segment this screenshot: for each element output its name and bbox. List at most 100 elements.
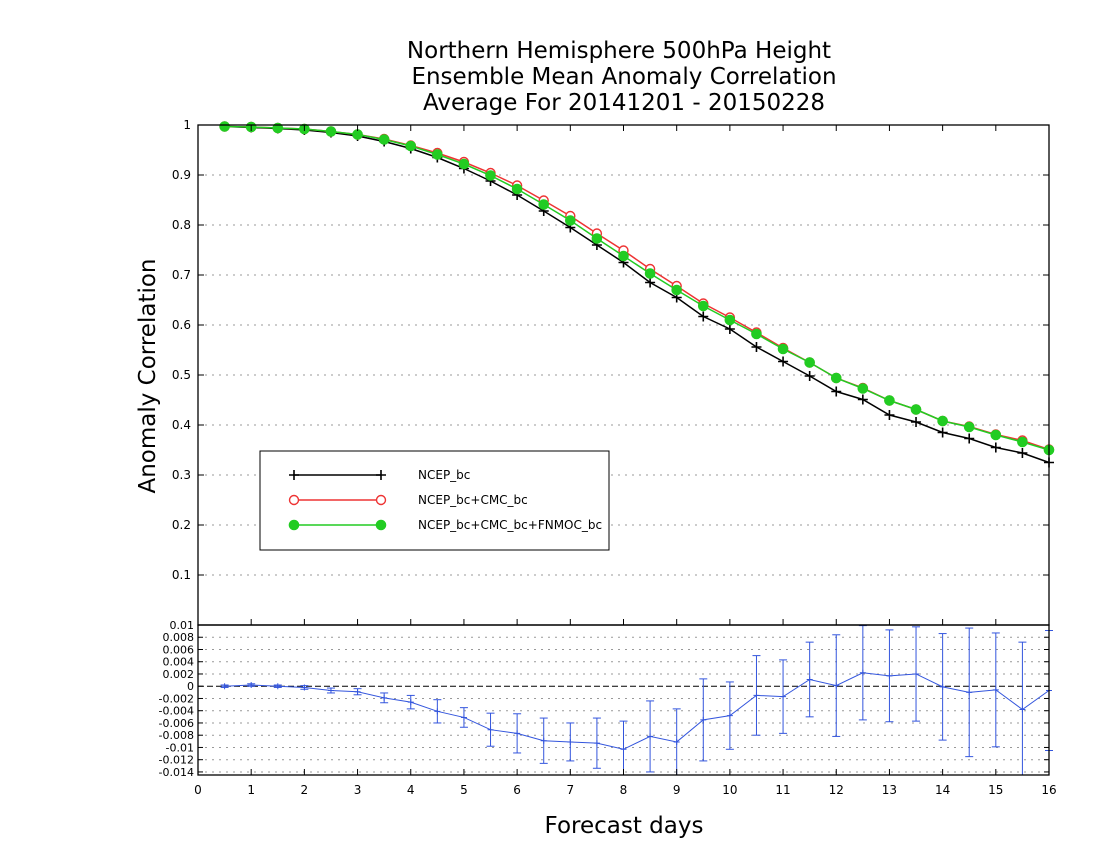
difference-marker	[726, 712, 733, 719]
diff-y-tick-label: -0.014	[159, 766, 194, 779]
diff-y-tick-label: -0.008	[159, 729, 194, 742]
diff-y-tick-label: 0.002	[163, 668, 195, 681]
plus-marker	[724, 324, 735, 334]
difference-marker	[620, 746, 627, 753]
difference-marker	[673, 738, 680, 745]
series-line-2	[224, 125, 1050, 451]
filled-circle-marker	[1017, 436, 1028, 448]
x-tick-label: 9	[673, 783, 681, 797]
filled-circle-marker	[325, 126, 337, 137]
x-tick-label: 7	[566, 783, 574, 797]
diff-y-tick-label: -0.01	[166, 741, 194, 754]
x-tick-label: 16	[1041, 783, 1056, 797]
y-tick-label: 0.6	[172, 318, 191, 332]
plus-marker	[911, 417, 922, 427]
filled-circle-marker	[219, 121, 230, 132]
difference-marker	[593, 740, 600, 747]
x-tick-label: 0	[194, 783, 202, 797]
open-circle-marker	[375, 494, 387, 506]
filled-circle-marker	[618, 250, 629, 262]
filled-circle-marker	[697, 300, 709, 312]
diff-y-tick-label: 0.004	[163, 656, 195, 669]
filled-circle-marker	[565, 215, 576, 226]
difference-marker	[859, 669, 866, 676]
difference-marker	[327, 687, 334, 694]
x-tick-label: 15	[988, 783, 1003, 797]
filled-circle-marker	[777, 343, 789, 355]
difference-marker	[806, 676, 813, 683]
axes: 0.10.20.30.40.50.60.70.80.910.010.0080.0…	[159, 118, 1057, 797]
x-tick-label: 8	[620, 783, 628, 797]
filled-circle-marker	[288, 519, 300, 531]
x-tick-label: 13	[882, 783, 897, 797]
filled-circle-marker	[963, 421, 975, 433]
filled-circle-marker	[458, 158, 470, 170]
legend: NCEP_bc NCEP_bc+CMC_bc NCEP_bc+CMC_bc+FN…	[259, 450, 610, 551]
diff-y-tick-label: -0.002	[159, 692, 194, 705]
difference-marker	[780, 693, 787, 700]
plus-marker	[376, 470, 386, 480]
y-tick-label: 0.2	[172, 518, 191, 532]
x-tick-label: 2	[301, 783, 309, 797]
open-circle-marker	[288, 494, 300, 506]
filled-circle-marker	[644, 268, 656, 279]
difference-marker	[992, 686, 999, 693]
y-tick-label: 0.5	[172, 368, 191, 382]
y-tick-label: 1	[183, 118, 191, 132]
y-tick-label: 0.3	[172, 468, 191, 482]
x-tick-label: 14	[935, 783, 950, 797]
plus-marker	[804, 371, 815, 381]
y-axis-title: Anomaly Correlation	[135, 258, 161, 493]
plus-marker	[751, 342, 762, 352]
x-tick-label: 1	[247, 783, 255, 797]
plus-marker	[645, 277, 656, 288]
difference-marker	[407, 699, 414, 706]
filled-circle-marker	[352, 129, 363, 140]
x-tick-label: 11	[775, 783, 790, 797]
filled-circle-marker	[724, 314, 736, 326]
chart-title-line-3: Average For 20141201 - 20150228	[423, 90, 825, 116]
y-tick-label: 0.4	[172, 418, 191, 432]
filled-circle-marker	[751, 328, 762, 340]
difference-marker	[833, 682, 840, 689]
filled-circle-marker	[937, 415, 948, 427]
plus-marker	[831, 386, 842, 397]
y-tick-label: 0.7	[172, 268, 191, 282]
filled-circle-marker	[910, 404, 922, 415]
y-tick-label: 0.1	[172, 568, 191, 582]
filled-circle-marker	[538, 199, 550, 210]
plus-marker	[990, 442, 1001, 453]
chart-title-line-1: Northern Hemisphere 500hPa Height	[407, 38, 831, 64]
plus-marker	[778, 356, 789, 367]
filled-circle-marker	[378, 134, 390, 145]
filled-circle-marker	[375, 519, 387, 531]
filled-circle-marker	[432, 149, 443, 160]
difference-marker	[753, 692, 760, 699]
x-tick-label: 10	[722, 783, 737, 797]
series-line-1	[224, 125, 1050, 451]
diff-y-tick-label: 0.006	[163, 643, 195, 656]
difference-marker	[886, 672, 893, 679]
difference-marker	[514, 730, 521, 737]
diff-y-tick-label: 0	[187, 680, 194, 693]
diff-y-tick-label: -0.006	[159, 717, 194, 730]
difference-marker	[381, 694, 388, 701]
difference-marker	[460, 714, 467, 721]
x-tick-label: 12	[829, 783, 844, 797]
filled-circle-marker	[857, 383, 869, 394]
y-tick-label: 0.9	[172, 168, 191, 182]
difference-line	[224, 672, 1050, 750]
difference-marker	[647, 733, 654, 740]
plus-marker	[884, 410, 895, 420]
x-tick-label: 3	[354, 783, 362, 797]
diff-y-tick-label: 0.01	[170, 619, 195, 632]
difference-marker	[274, 683, 281, 690]
diff-y-tick-label: 0.008	[163, 631, 195, 644]
x-axis-title: Forecast days	[545, 813, 704, 839]
difference-marker	[301, 684, 308, 691]
diff-y-tick-label: -0.012	[159, 754, 194, 767]
filled-circle-marker	[485, 170, 496, 181]
plus-marker	[964, 433, 975, 444]
y-tick-label: 0.8	[172, 218, 191, 232]
difference-marker	[434, 708, 441, 715]
